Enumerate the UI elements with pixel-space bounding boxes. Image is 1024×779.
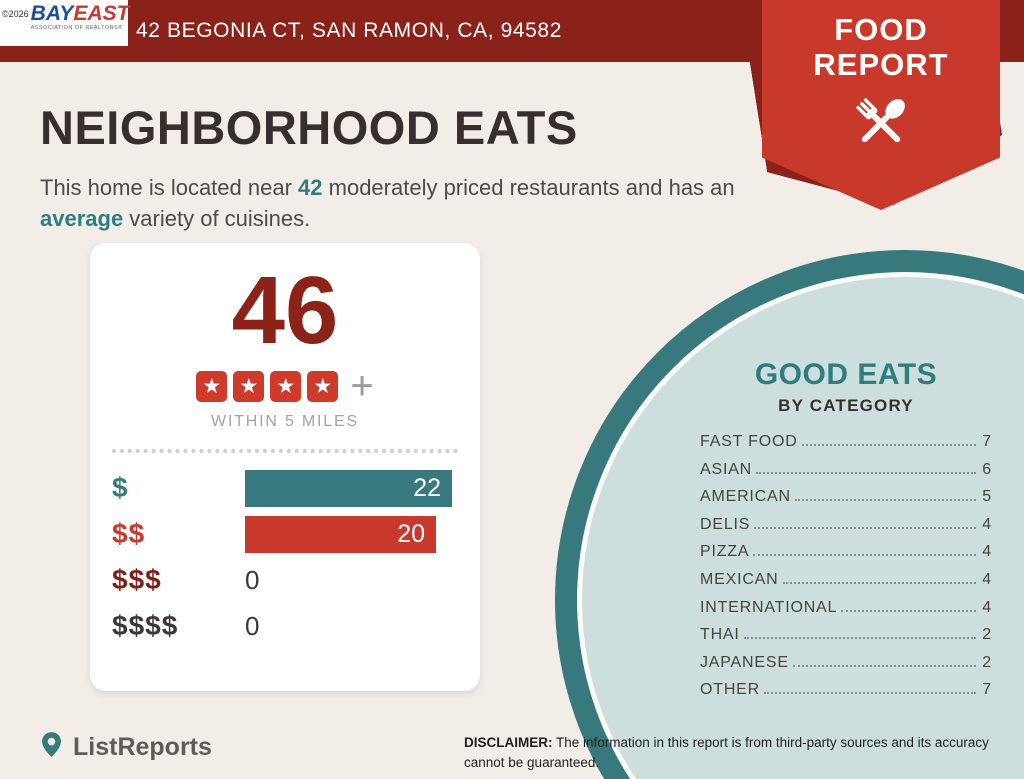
- category-count: 2: [982, 653, 992, 671]
- price-rows: $22 $$ 20 $$$ 0 $$$$ 0: [90, 461, 480, 649]
- disclaimer-text: The information in this report is from t…: [464, 735, 989, 770]
- category-row: PIZZA 4: [700, 543, 992, 571]
- category-count: 4: [982, 515, 992, 533]
- dotted-divider: [112, 449, 458, 453]
- star-icon: ★: [196, 370, 228, 402]
- dotted-leader: [764, 692, 976, 695]
- star-icon: ★: [270, 370, 302, 402]
- category-label: PIZZA: [700, 543, 750, 561]
- price-count-value: 22: [413, 473, 441, 502]
- price-count-value: 0: [245, 610, 260, 641]
- category-count: 7: [982, 681, 992, 699]
- star-icon: ★: [233, 370, 265, 402]
- price-tier-label: $$$: [112, 564, 162, 595]
- logo-wordmark: BAYEAST ASSOCIATION OF REALTORS®: [31, 3, 130, 32]
- page-title: NEIGHBORHOOD EATS: [40, 101, 578, 154]
- category-row: INTERNATIONAL 4: [700, 599, 992, 627]
- category-label: THAI: [700, 626, 740, 644]
- dotted-leader: [754, 526, 976, 529]
- category-row: THAI 2: [700, 626, 992, 654]
- plus-icon: +: [350, 364, 374, 408]
- category-label: MEXICAN: [700, 570, 779, 588]
- disclaimer: DISCLAIMER: The information in this repo…: [464, 733, 1017, 772]
- category-row: AMERICAN 5: [700, 488, 992, 516]
- price-count-bar: 22: [245, 469, 452, 507]
- category-row: FAST FOOD 7: [700, 433, 992, 461]
- price-count-value: 0: [245, 564, 260, 595]
- listreports-brand: ListReports: [38, 731, 212, 763]
- category-row: OTHER 7: [700, 681, 992, 709]
- listreports-pin-icon: [38, 731, 65, 763]
- category-list: FAST FOOD 7 ASIAN 6 AMERICAN 5 DELIS 4 PIZZA 4 MEX…: [700, 433, 992, 709]
- good-eats-title: GOOD EATS: [754, 358, 938, 391]
- price-tier-label: $$: [112, 518, 146, 549]
- dotted-leader: [792, 664, 976, 667]
- category-row: ASIAN 6: [700, 461, 992, 489]
- disclaimer-label: DISCLAIMER:: [464, 735, 553, 750]
- star-rating: ★ ★ ★ ★ +: [90, 364, 480, 408]
- category-label: JAPANESE: [700, 653, 789, 671]
- badge-title-line1: FOOD: [834, 12, 928, 47]
- restaurant-count: 42: [298, 175, 323, 200]
- price-tier-label: $$$$: [112, 610, 179, 641]
- good-eats-circle: [555, 250, 1024, 779]
- subtitle-text-post: variety of cuisines.: [123, 206, 311, 232]
- category-count: 2: [982, 626, 992, 644]
- badge-title-line2: REPORT: [813, 46, 949, 82]
- category-count: 4: [982, 570, 992, 588]
- utensils-icon: [844, 86, 918, 165]
- good-eats-subtitle: BY CATEGORY: [778, 396, 914, 415]
- category-count: 6: [982, 460, 992, 478]
- category-label: ASIAN: [700, 460, 753, 478]
- dotted-leader: [756, 471, 976, 474]
- badge-front-ribbon: FOOD REPORT: [762, 0, 1000, 210]
- price-row: $$$$ 0: [112, 603, 480, 649]
- food-report-badge: FOOD REPORT: [762, 0, 1000, 210]
- dotted-leader: [794, 499, 976, 502]
- category-count: 5: [982, 488, 992, 506]
- logo-subtext: ASSOCIATION OF REALTORS®: [30, 25, 123, 31]
- category-label: AMERICAN: [700, 488, 791, 506]
- property-address: 42 BEGONIA CT, SAN RAMON, CA, 94582: [136, 19, 562, 42]
- price-row: $$$ 0: [112, 557, 480, 603]
- price-count-value: 20: [397, 519, 425, 548]
- page-subtitle: This home is located near 42 moderately …: [40, 172, 740, 234]
- dotted-leader: [753, 554, 976, 557]
- category-row: MEXICAN 4: [700, 571, 992, 599]
- logo-bay-text: BAY: [30, 2, 74, 25]
- dotted-leader: [841, 609, 976, 612]
- category-label: INTERNATIONAL: [700, 598, 838, 616]
- category-label: FAST FOOD: [700, 433, 798, 450]
- logo-east-text: EAST: [73, 2, 130, 25]
- radius-label: WITHIN 5 MILES: [211, 413, 359, 430]
- price-tier-label: $: [112, 472, 129, 503]
- category-row: DELIS 4: [700, 516, 992, 544]
- category-label: DELIS: [700, 515, 751, 533]
- logo-copyright: ©2026: [2, 9, 29, 19]
- total-restaurant-count: 46: [231, 257, 339, 364]
- summary-card: 46 ★ ★ ★ ★ + WITHIN 5 MILES $22 $$ 20 $$$ 0 $$$$ 0: [90, 243, 480, 691]
- price-row: $$ 20: [112, 511, 480, 557]
- category-row: JAPANESE 2: [700, 654, 992, 682]
- subtitle-text-pre: This home is located near: [40, 175, 299, 200]
- category-count: 4: [982, 598, 992, 616]
- good-eats-panel: GOOD EATS BY CATEGORY FAST FOOD 7 ASIAN 6 AM…: [700, 358, 992, 709]
- category-count: 7: [982, 433, 992, 450]
- category-count: 4: [982, 543, 992, 561]
- dotted-leader: [782, 581, 976, 584]
- variety-highlight: average: [40, 206, 124, 232]
- star-icon: ★: [307, 370, 339, 402]
- dotted-leader: [743, 637, 976, 640]
- price-row: $22: [112, 465, 480, 511]
- subtitle-text-mid: moderately priced restaurants and has an: [322, 175, 735, 200]
- price-count-bar: 20: [245, 515, 436, 553]
- listreports-wordmark: ListReports: [73, 732, 212, 761]
- category-label: OTHER: [700, 681, 760, 699]
- bayeast-logo: ©2026 BAYEAST ASSOCIATION OF REALTORS®: [0, 0, 130, 46]
- dotted-leader: [801, 444, 976, 446]
